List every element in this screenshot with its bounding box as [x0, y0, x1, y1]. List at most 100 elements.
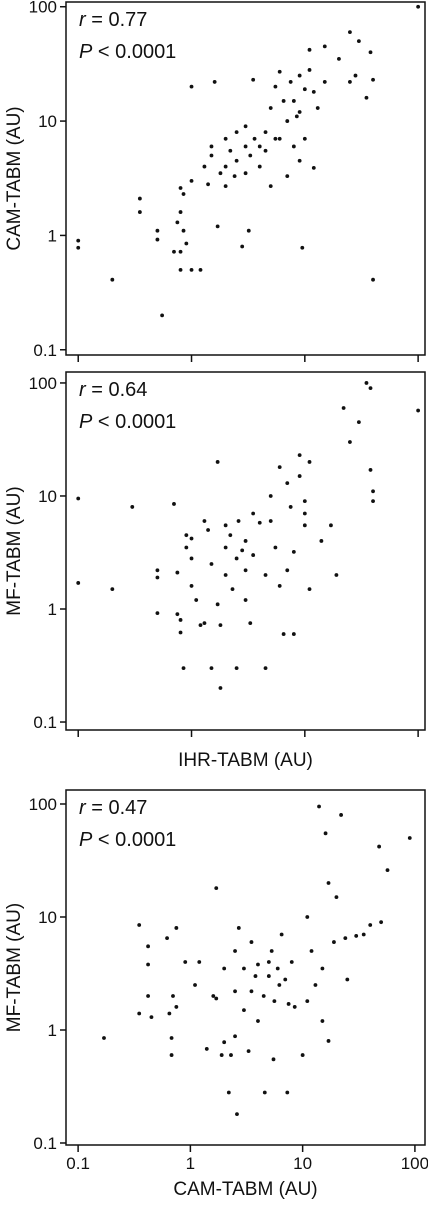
data-point — [268, 494, 273, 498]
data-point — [189, 178, 194, 183]
data-point — [257, 520, 262, 525]
data-point — [160, 313, 165, 318]
data-point — [249, 989, 254, 994]
data-point — [198, 623, 203, 628]
data-point — [209, 144, 214, 149]
data-point — [268, 519, 273, 523]
y-tick-label: 1 — [48, 600, 57, 619]
data-point — [251, 553, 256, 557]
data-point — [189, 584, 194, 588]
data-point — [261, 994, 266, 998]
data-point — [416, 4, 421, 9]
data-point — [273, 545, 278, 550]
annotation: P < 0.0001 — [79, 829, 176, 851]
y-axis-label: MF-TABM (AU) — [4, 903, 25, 1032]
data-point — [256, 962, 260, 967]
data-point — [181, 228, 186, 233]
y-tick-label: 100 — [29, 374, 57, 393]
data-point — [246, 228, 251, 233]
data-point — [348, 440, 352, 444]
y-tick-label: 100 — [29, 0, 57, 17]
data-point — [309, 949, 314, 953]
data-point — [307, 68, 312, 72]
data-point — [175, 612, 180, 617]
data-point — [146, 994, 150, 998]
data-point — [356, 39, 361, 44]
data-point — [385, 868, 390, 873]
data-point — [242, 966, 246, 971]
data-point — [76, 496, 81, 501]
data-point — [285, 481, 290, 485]
data-point — [268, 106, 273, 110]
data-point — [334, 895, 339, 899]
data-point — [291, 632, 296, 636]
data-point — [262, 1090, 267, 1095]
data-point — [206, 528, 210, 532]
data-point — [146, 962, 150, 967]
data-point — [155, 568, 160, 573]
data-point — [110, 587, 115, 591]
data-point — [215, 460, 220, 464]
data-point — [236, 926, 241, 930]
data-point — [226, 1090, 231, 1095]
data-point — [289, 960, 294, 964]
data-point — [76, 238, 81, 243]
data-point — [215, 602, 220, 607]
data-point — [178, 267, 183, 272]
y-tick-label: 100 — [29, 795, 57, 814]
data-point — [194, 598, 199, 602]
data-point — [178, 186, 183, 190]
data-point — [214, 996, 219, 1001]
data-point — [307, 460, 312, 464]
data-point — [275, 966, 280, 971]
data-point — [212, 80, 217, 84]
data-point — [313, 983, 318, 987]
y-tick-label: 0.1 — [33, 713, 57, 732]
data-point — [297, 158, 302, 163]
data-point — [345, 977, 350, 982]
data-point — [305, 915, 310, 919]
data-point — [202, 164, 207, 169]
data-point — [228, 148, 233, 153]
data-point — [341, 406, 346, 410]
data-point — [234, 556, 239, 561]
data-point — [146, 944, 150, 949]
data-point — [317, 804, 321, 809]
data-point — [228, 533, 233, 538]
data-point — [233, 949, 237, 953]
data-point — [76, 245, 81, 250]
plot-frame — [65, 371, 426, 731]
data-point — [76, 581, 81, 585]
data-point — [253, 974, 258, 978]
data-point — [223, 136, 228, 141]
data-point — [281, 632, 286, 636]
data-point — [297, 474, 302, 478]
data-point — [178, 249, 183, 254]
data-point — [243, 568, 248, 573]
data-point — [371, 277, 375, 282]
y-axis-label: CAM-TABM (AU) — [4, 106, 25, 250]
data-point — [183, 960, 188, 964]
data-point — [181, 666, 186, 670]
data-point — [300, 245, 305, 250]
data-point — [137, 210, 142, 214]
data-point — [339, 813, 343, 817]
data-point — [277, 136, 282, 141]
data-point — [356, 420, 361, 425]
data-point — [269, 949, 274, 953]
data-point — [297, 73, 302, 78]
data-point — [246, 1049, 251, 1054]
y-tick-label: 0.1 — [33, 341, 57, 360]
data-point — [223, 545, 228, 550]
data-point — [305, 999, 310, 1004]
data-point — [209, 153, 214, 158]
x-tick-label: 1 — [186, 1154, 195, 1173]
data-point — [110, 277, 115, 282]
data-point — [297, 453, 302, 457]
data-point — [379, 920, 384, 925]
data-point — [266, 960, 271, 964]
data-point — [102, 1036, 106, 1040]
data-point — [326, 1039, 331, 1043]
y-axis-label: MF-TABM (AU) — [4, 486, 25, 615]
data-point — [273, 136, 278, 141]
